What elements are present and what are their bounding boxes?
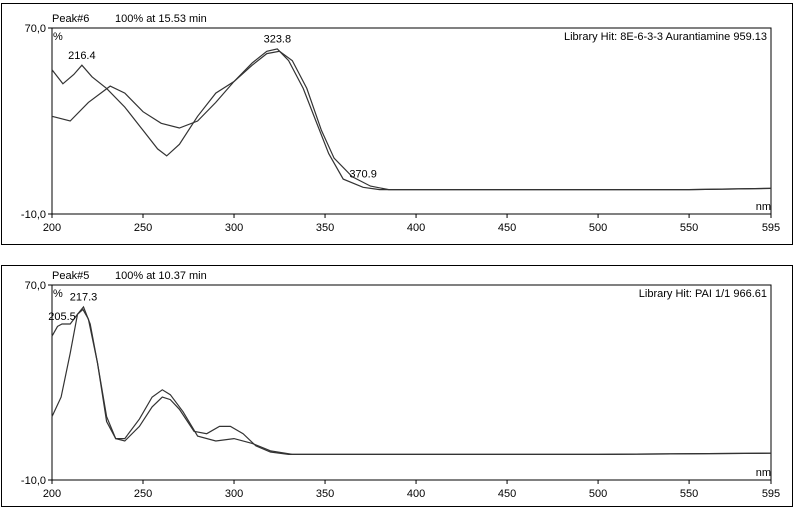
peak-title: Peak#6 (52, 13, 89, 25)
y-tick-label-bottom: -10,0 (21, 475, 46, 487)
x-tick-label: 200 (43, 488, 61, 500)
y-tick-label-top: 70,0 (25, 280, 46, 292)
chart-panel-peak-5: Peak#5 100% at 10.37 min Library Hit: PA… (0, 262, 797, 512)
spectrum-series-line-2 (51, 305, 772, 455)
peak-title: Peak#5 (52, 270, 89, 282)
x-unit-label: nm (756, 467, 771, 479)
spectrum-series-line-1 (51, 308, 772, 455)
x-tick-label: 300 (225, 222, 243, 234)
x-tick-label: 595 (762, 222, 780, 234)
x-tick-label: 400 (407, 488, 425, 500)
spectrum-chart-peak-6: Peak#6 100% at 15.53 min Library Hit: 8E… (21, 13, 780, 234)
x-unit-label: nm (756, 201, 771, 213)
x-tick-label: 595 (762, 488, 780, 500)
peak-info: 100% at 15.53 min (115, 13, 207, 25)
chart-frame (1, 3, 793, 245)
x-tick-label: 300 (225, 488, 243, 500)
plot-area (51, 284, 772, 481)
peak-annotation: 216.4 (68, 50, 96, 62)
peak-annotation: 323.8 (264, 34, 292, 46)
y-unit-label: % (53, 288, 63, 300)
x-tick-label: 400 (407, 222, 425, 234)
x-tick-label: 450 (498, 488, 516, 500)
x-tick-label: 350 (316, 222, 334, 234)
x-tick-label: 250 (134, 222, 152, 234)
spectrum-series-line-2 (51, 50, 772, 191)
plot-area (51, 27, 772, 215)
y-tick-label-bottom: -10,0 (21, 209, 46, 221)
peak-annotation: 205.5 (48, 311, 76, 323)
library-hit-label: Library Hit: PAI 1/1 966.61 (639, 288, 767, 300)
x-tick-label: 200 (43, 222, 61, 234)
x-tick-label: 500 (589, 488, 607, 500)
x-tick-label: 450 (498, 222, 516, 234)
x-tick-label: 550 (680, 488, 698, 500)
x-tick-label: 550 (680, 222, 698, 234)
chart-panel-peak-6: Peak#6 100% at 15.53 min Library Hit: 8E… (0, 0, 797, 250)
x-tick-label: 250 (134, 488, 152, 500)
peak-annotation: 370.9 (349, 168, 377, 180)
library-hit-label: Library Hit: 8E-6-3-3 Aurantiamine 959.1… (564, 31, 767, 43)
spectrum-series-line-1 (51, 48, 772, 191)
peak-annotation: 217.3 (70, 292, 98, 304)
x-tick-label: 500 (589, 222, 607, 234)
spectrum-chart-peak-5: Peak#5 100% at 10.37 min Library Hit: PA… (21, 270, 780, 500)
chart-frame (1, 265, 793, 507)
peak-info: 100% at 10.37 min (115, 270, 207, 282)
y-unit-label: % (53, 31, 63, 43)
x-tick-label: 350 (316, 488, 334, 500)
y-tick-label-top: 70,0 (25, 23, 46, 35)
